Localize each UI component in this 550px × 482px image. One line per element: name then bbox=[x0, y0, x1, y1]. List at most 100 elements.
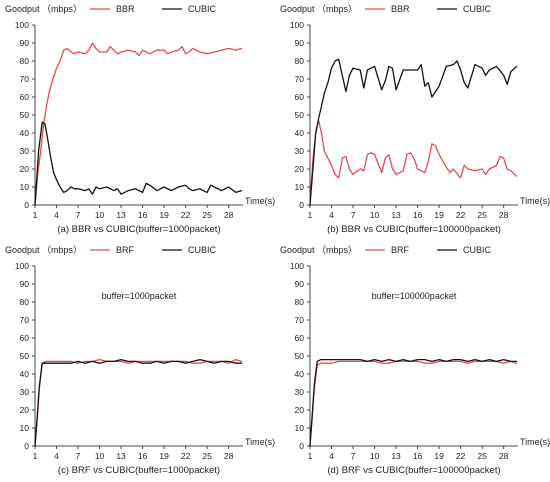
y-tick-label: 90 bbox=[20, 279, 30, 289]
y-tick-label: 70 bbox=[20, 315, 30, 325]
x-tick-label: 1 bbox=[33, 451, 38, 461]
legend-label: CUBIC bbox=[463, 4, 492, 14]
x-tick-label: 1 bbox=[33, 210, 38, 220]
y-tick-label: 0 bbox=[299, 441, 304, 451]
x-tick-label: 13 bbox=[391, 451, 401, 461]
y-tick-label: 50 bbox=[20, 351, 30, 361]
x-axis-label: Time(s) bbox=[245, 437, 275, 447]
x-tick-label: 13 bbox=[116, 451, 126, 461]
chart-panel: Goodput （mbps） BBR CUBIC 0 10 20 30 40 50 60 70 80 9… bbox=[5, 4, 275, 235]
y-tick-label: 50 bbox=[295, 110, 305, 120]
x-tick-label: 4 bbox=[54, 210, 59, 220]
y-tick-label: 100 bbox=[290, 20, 304, 30]
x-tick-label: 28 bbox=[224, 451, 234, 461]
x-tick-label: 22 bbox=[456, 451, 466, 461]
x-tick-label: 13 bbox=[116, 210, 126, 220]
y-tick-label: 80 bbox=[295, 56, 305, 66]
x-tick-label: 4 bbox=[54, 451, 59, 461]
chart-panel: Goodput （mbps） BBR CUBIC 0 10 20 30 40 50 60 70 80 9… bbox=[280, 4, 550, 235]
x-tick-label: 7 bbox=[76, 451, 81, 461]
y-tick-label: 0 bbox=[24, 441, 29, 451]
y-tick-label: 10 bbox=[20, 182, 30, 192]
x-tick-label: 22 bbox=[181, 451, 191, 461]
x-tick-label: 10 bbox=[370, 451, 380, 461]
y-tick-label: 100 bbox=[15, 261, 29, 271]
y-tick-label: 0 bbox=[299, 200, 304, 210]
y-axis-label: Goodput （mbps） bbox=[5, 4, 82, 14]
chart-caption: (d) BRF vs CUBIC(buffer=100000packet) bbox=[327, 465, 500, 476]
y-tick-label: 40 bbox=[20, 369, 30, 379]
y-tick-label: 80 bbox=[20, 56, 30, 66]
x-tick-label: 13 bbox=[391, 210, 401, 220]
y-tick-label: 50 bbox=[295, 351, 305, 361]
x-tick-label: 4 bbox=[329, 210, 334, 220]
y-tick-label: 90 bbox=[295, 279, 305, 289]
x-tick-label: 19 bbox=[434, 210, 444, 220]
x-axis-label: Time(s) bbox=[245, 196, 275, 206]
y-tick-label: 30 bbox=[20, 146, 30, 156]
x-tick-label: 16 bbox=[413, 210, 423, 220]
y-tick-label: 100 bbox=[290, 261, 304, 271]
series-line bbox=[34, 42, 243, 206]
series-line bbox=[309, 58, 518, 206]
x-tick-label: 16 bbox=[138, 210, 148, 220]
y-tick-label: 70 bbox=[20, 74, 30, 84]
x-tick-label: 25 bbox=[202, 451, 212, 461]
x-tick-label: 19 bbox=[434, 451, 444, 461]
series-line bbox=[34, 358, 243, 447]
x-tick-label: 28 bbox=[224, 210, 234, 220]
y-tick-label: 60 bbox=[20, 333, 30, 343]
y-axis-label: Goodput （mbps） bbox=[280, 4, 357, 14]
y-tick-label: 40 bbox=[295, 369, 305, 379]
x-tick-label: 4 bbox=[329, 451, 334, 461]
x-tick-label: 7 bbox=[351, 210, 356, 220]
chart-panel: Goodput （mbps） BRF CUBIC 0 10 20 30 40 50 60 70 80 9… bbox=[280, 245, 550, 476]
y-tick-label: 80 bbox=[295, 297, 305, 307]
series-line bbox=[309, 119, 518, 206]
series-line bbox=[309, 358, 518, 447]
x-axis-label: Time(s) bbox=[520, 437, 550, 447]
x-tick-label: 28 bbox=[499, 210, 509, 220]
y-tick-label: 10 bbox=[20, 423, 30, 433]
x-tick-label: 19 bbox=[159, 451, 169, 461]
chart-caption: (a) BBR vs CUBIC(buffer=1000packet) bbox=[57, 224, 220, 235]
y-tick-label: 30 bbox=[20, 387, 30, 397]
legend-label: BBR bbox=[116, 4, 135, 14]
buffer-annotation: buffer=100000packet bbox=[372, 291, 457, 301]
y-tick-label: 30 bbox=[295, 146, 305, 156]
chart-panel: Goodput （mbps） BRF CUBIC 0 10 20 30 40 50 60 70 80 9… bbox=[5, 245, 275, 476]
x-axis-label: Time(s) bbox=[520, 196, 550, 206]
x-tick-label: 25 bbox=[477, 451, 487, 461]
y-tick-label: 10 bbox=[295, 423, 305, 433]
legend-label: BRF bbox=[116, 245, 135, 255]
legend-label: CUBIC bbox=[188, 245, 217, 255]
legend-label: BBR bbox=[391, 4, 410, 14]
series-line bbox=[34, 121, 243, 206]
y-tick-label: 60 bbox=[20, 92, 30, 102]
x-tick-label: 1 bbox=[308, 210, 313, 220]
x-tick-label: 7 bbox=[76, 210, 81, 220]
chart-caption: (b) BBR vs CUBIC(buffer=100000packet) bbox=[327, 224, 501, 235]
y-tick-label: 90 bbox=[295, 38, 305, 48]
y-tick-label: 60 bbox=[295, 333, 305, 343]
x-tick-label: 25 bbox=[202, 210, 212, 220]
series-line bbox=[309, 360, 518, 447]
x-tick-label: 22 bbox=[181, 210, 191, 220]
y-tick-label: 40 bbox=[295, 128, 305, 138]
chart-caption: (c) BRF vs CUBIC(buffer=1000packet) bbox=[58, 465, 220, 476]
series-line bbox=[34, 358, 243, 447]
x-tick-label: 1 bbox=[308, 451, 313, 461]
x-tick-label: 7 bbox=[351, 451, 356, 461]
y-tick-label: 100 bbox=[15, 20, 29, 30]
y-tick-label: 0 bbox=[24, 200, 29, 210]
y-tick-label: 20 bbox=[20, 164, 30, 174]
y-axis-label: Goodput （mbps） bbox=[5, 245, 82, 255]
y-tick-label: 40 bbox=[20, 128, 30, 138]
x-tick-label: 25 bbox=[477, 210, 487, 220]
y-tick-label: 70 bbox=[295, 315, 305, 325]
y-tick-label: 80 bbox=[20, 297, 30, 307]
y-tick-label: 20 bbox=[20, 405, 30, 415]
legend-label: CUBIC bbox=[188, 4, 217, 14]
y-tick-label: 70 bbox=[295, 74, 305, 84]
